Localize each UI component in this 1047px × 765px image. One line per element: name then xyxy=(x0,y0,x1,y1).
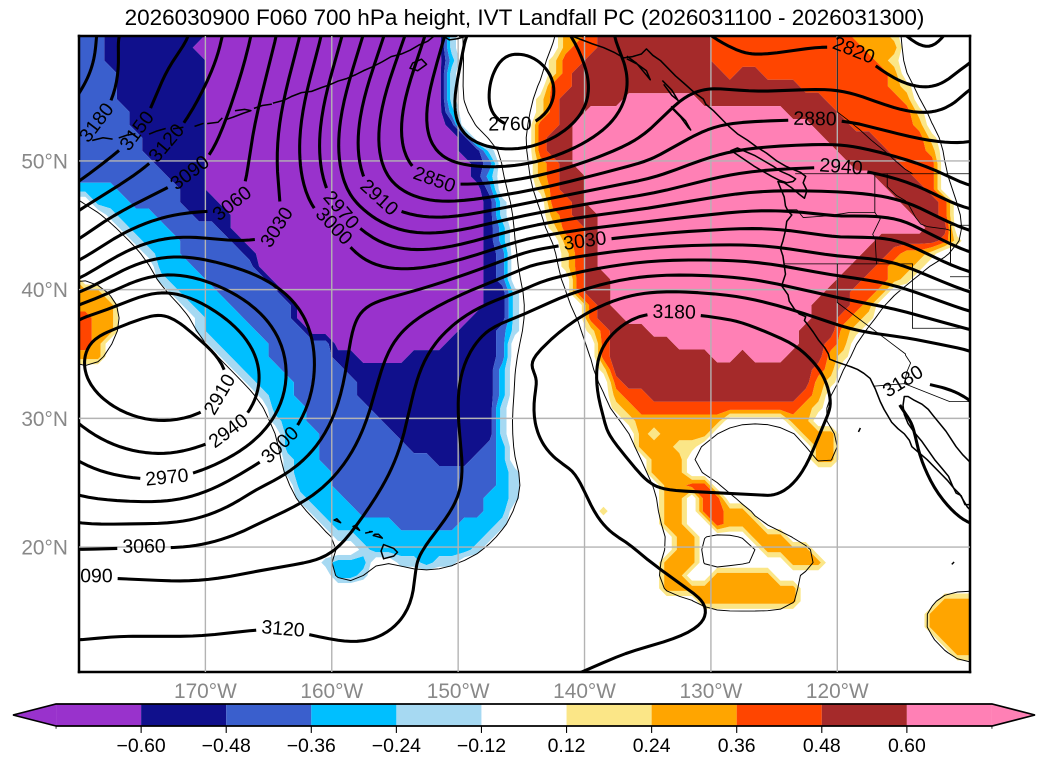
svg-text:2940: 2940 xyxy=(819,154,864,179)
svg-text:140°W: 140°W xyxy=(553,680,616,703)
svg-text:−0.60: −0.60 xyxy=(117,735,166,757)
svg-text:130°W: 130°W xyxy=(680,680,743,703)
svg-text:3090: 3090 xyxy=(69,565,112,587)
svg-text:0.36: 0.36 xyxy=(718,735,756,757)
svg-text:−0.24: −0.24 xyxy=(372,735,421,757)
svg-text:−0.36: −0.36 xyxy=(287,735,336,757)
svg-text:−0.12: −0.12 xyxy=(457,735,506,757)
svg-text:2970: 2970 xyxy=(144,464,189,490)
svg-text:3180: 3180 xyxy=(652,301,696,324)
svg-text:170°W: 170°W xyxy=(174,680,237,703)
svg-text:3060: 3060 xyxy=(122,535,166,558)
svg-text:−0.48: −0.48 xyxy=(202,735,251,757)
svg-text:160°W: 160°W xyxy=(300,680,363,703)
svg-text:120°W: 120°W xyxy=(806,680,869,703)
svg-text:0.48: 0.48 xyxy=(803,735,841,757)
svg-text:40°N: 40°N xyxy=(21,279,68,302)
svg-text:0.60: 0.60 xyxy=(888,735,926,757)
svg-text:50°N: 50°N xyxy=(21,150,68,173)
svg-text:2760: 2760 xyxy=(488,113,532,136)
svg-text:150°W: 150°W xyxy=(427,680,490,703)
svg-text:3120: 3120 xyxy=(261,616,306,642)
svg-text:20°N: 20°N xyxy=(21,537,68,560)
svg-text:2026030900 F060 700 hPa height: 2026030900 F060 700 hPa height, IVT Land… xyxy=(125,5,925,30)
svg-text:30°N: 30°N xyxy=(21,408,68,431)
svg-text:2880: 2880 xyxy=(793,108,837,131)
svg-text:0.12: 0.12 xyxy=(548,735,586,757)
svg-text:0.24: 0.24 xyxy=(633,735,671,757)
